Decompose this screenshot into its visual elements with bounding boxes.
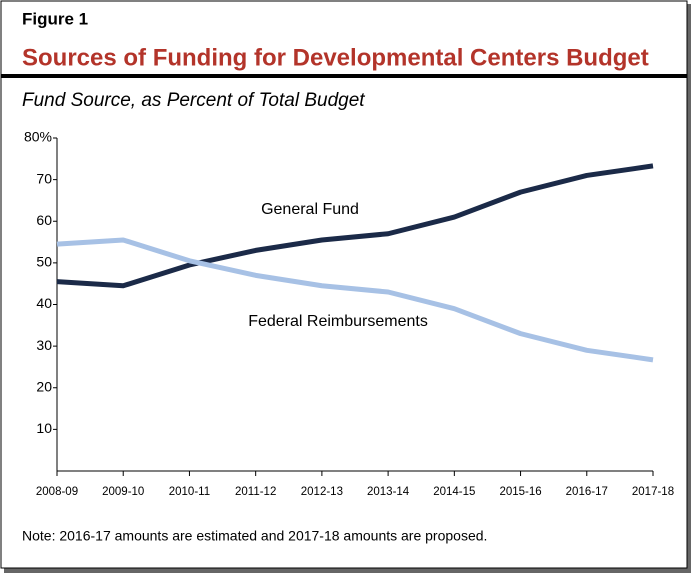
y-tick-label: 50 bbox=[36, 254, 52, 270]
note: Note: 2016-17 amounts are estimated and … bbox=[22, 528, 487, 544]
x-tick-label: 2009-10 bbox=[102, 486, 144, 498]
y-tick-label: 80% bbox=[24, 129, 52, 145]
y-tick-label: 40 bbox=[36, 295, 52, 311]
series-label: General Fund bbox=[261, 201, 359, 218]
x-tick-label: 2015-16 bbox=[499, 486, 541, 498]
x-tick-label: 2017-18 bbox=[632, 486, 674, 498]
line-series bbox=[56, 163, 654, 289]
y-tick-label: 20 bbox=[36, 378, 52, 394]
y-tick-label: 70 bbox=[36, 170, 52, 186]
line-series bbox=[56, 237, 654, 363]
x-tick-label: 2014-15 bbox=[433, 486, 475, 498]
x-tick-label: 2013-14 bbox=[367, 486, 410, 498]
x-tick-label: 2008-09 bbox=[36, 486, 78, 498]
series-label: Federal Reimbursements bbox=[248, 313, 428, 330]
title-rule bbox=[1, 74, 687, 78]
figure-label: Figure 1 bbox=[22, 9, 88, 28]
x-tick-label: 2016-17 bbox=[566, 486, 608, 498]
y-tick-label: 30 bbox=[36, 337, 52, 353]
y-tick-label: 60 bbox=[36, 212, 52, 228]
chart-title: Sources of Funding for Developmental Cen… bbox=[22, 44, 649, 71]
x-tick-label: 2011-12 bbox=[235, 486, 276, 498]
x-tick-label: 2010-11 bbox=[169, 486, 210, 498]
y-tick-label: 10 bbox=[36, 420, 52, 436]
x-tick-label: 2012-13 bbox=[301, 486, 343, 498]
chart-subtitle: Fund Source, as Percent of Total Budget bbox=[22, 90, 365, 111]
